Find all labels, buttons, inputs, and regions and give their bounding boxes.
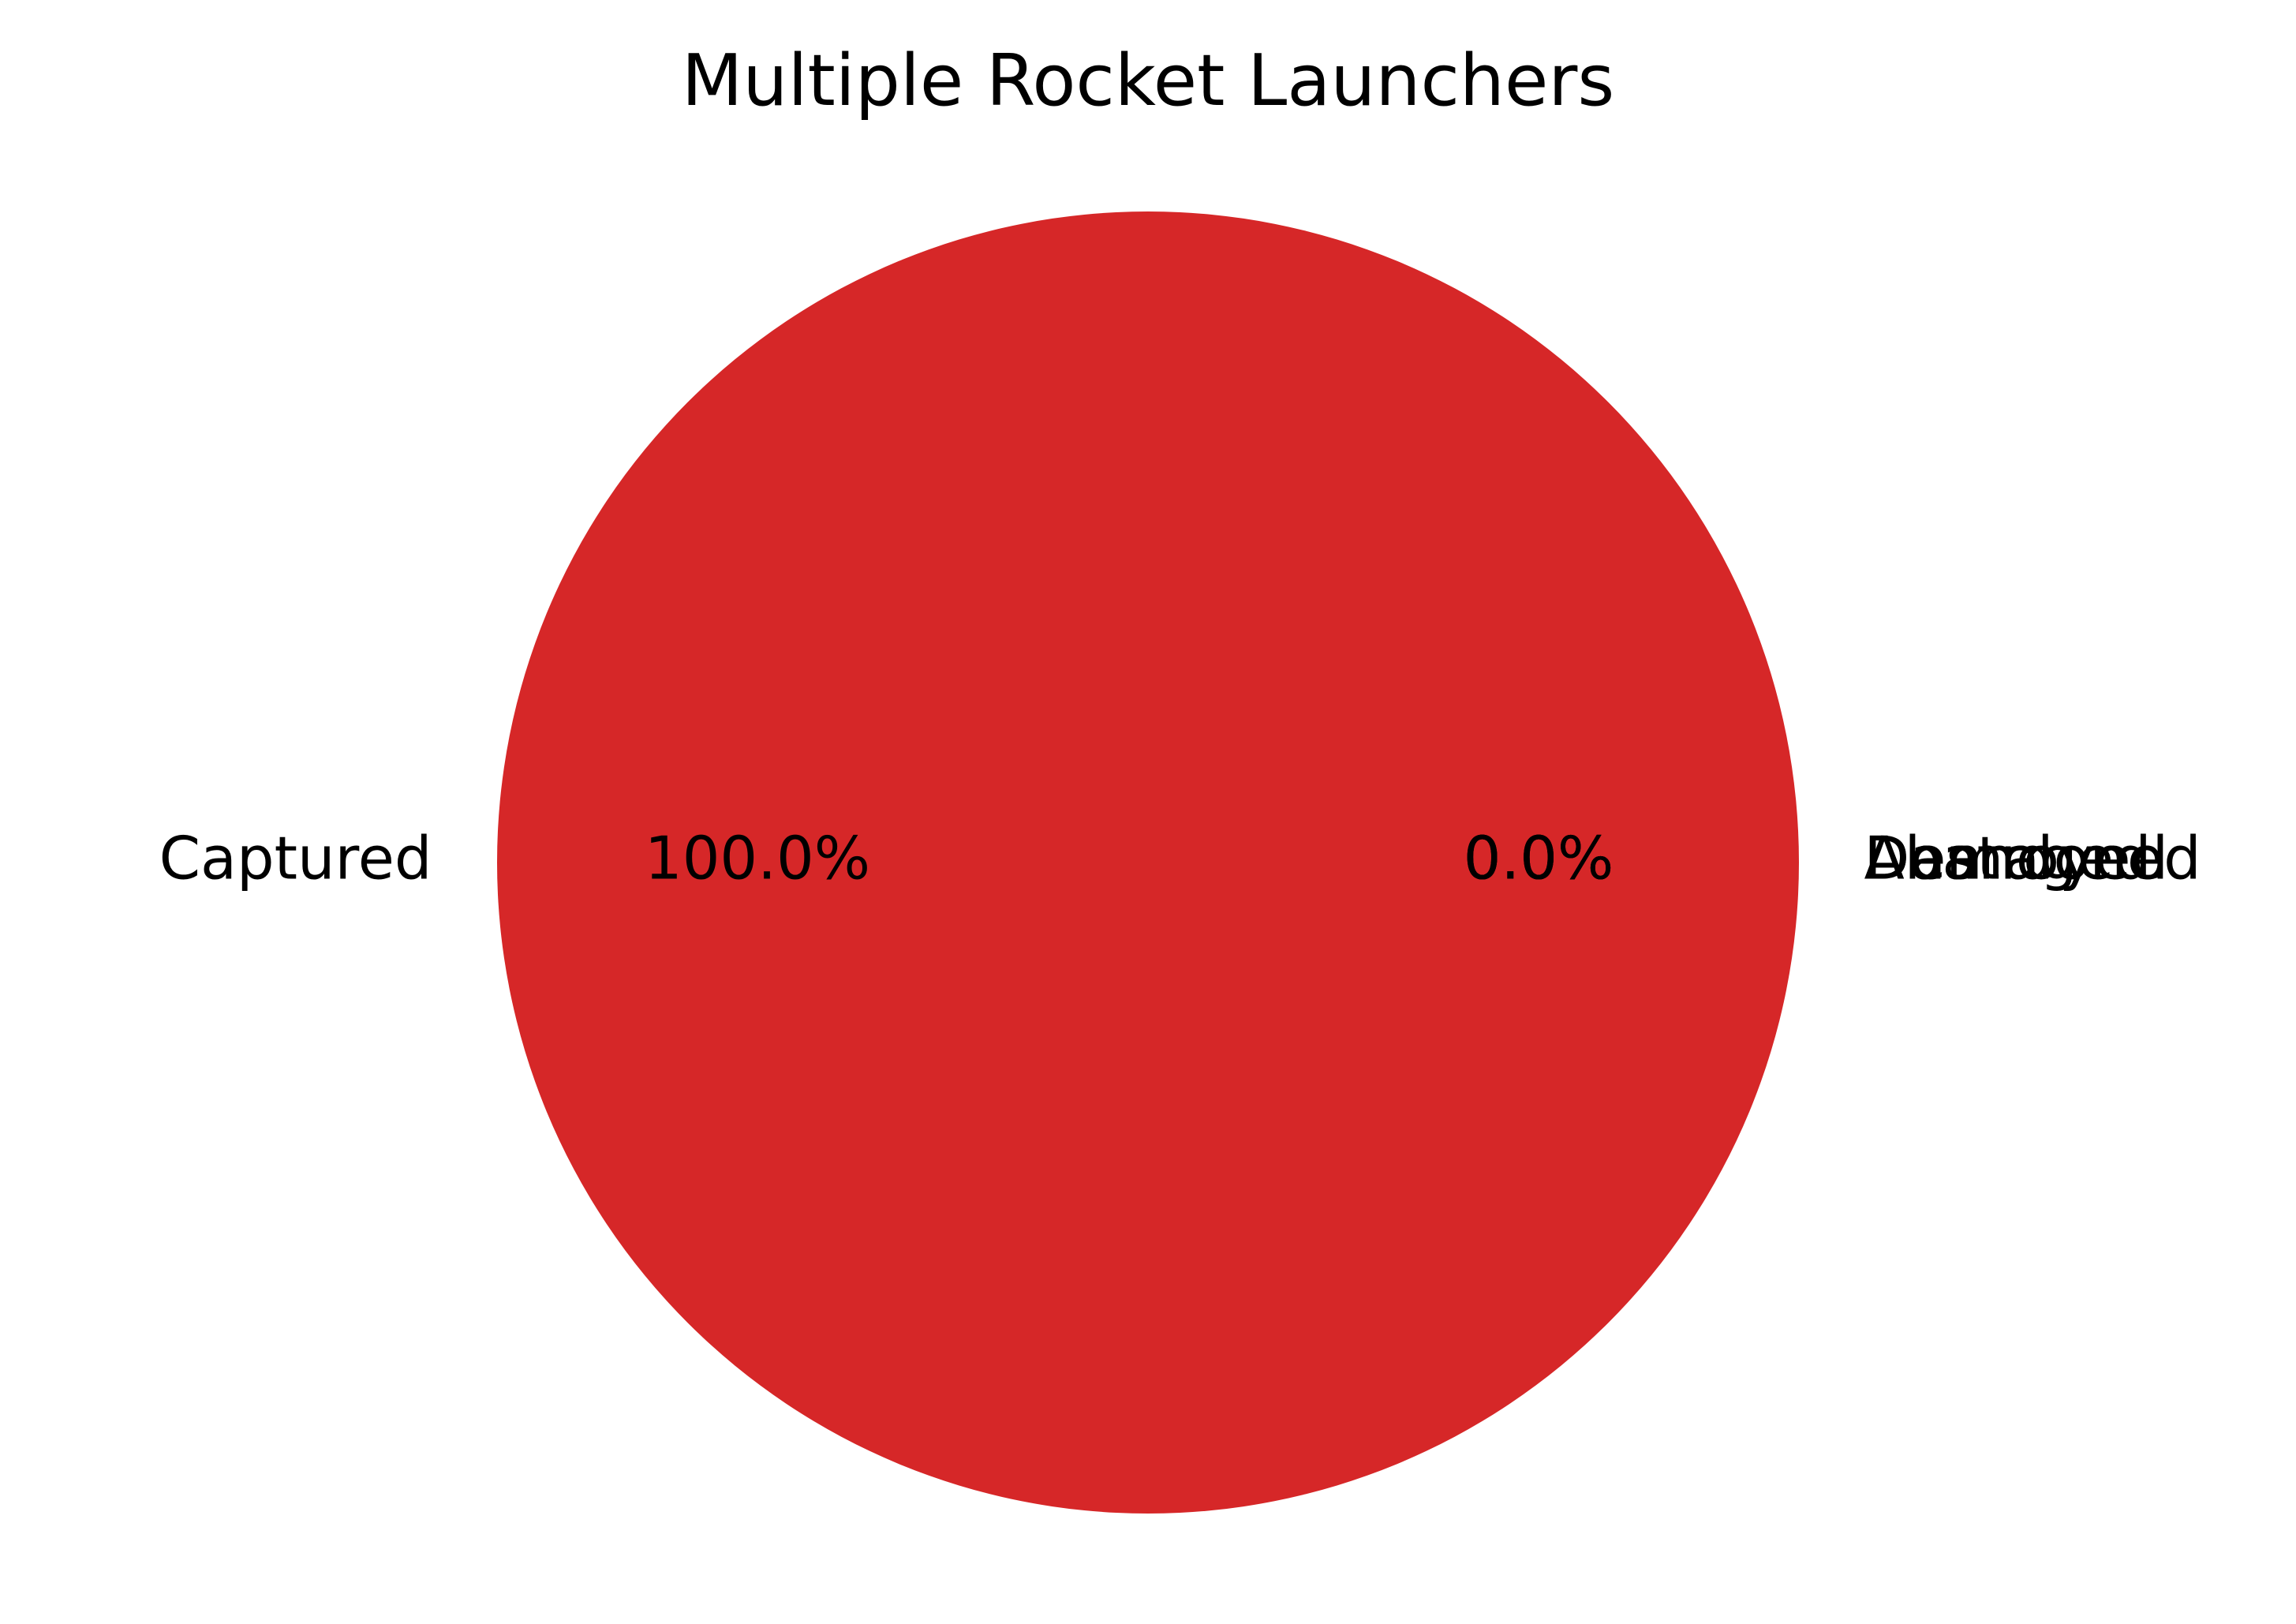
slice-label-damaged: Damaged — [1864, 824, 2152, 893]
slice-label-captured: Captured — [159, 824, 432, 893]
chart-title: Multiple Rocket Launchers — [682, 39, 1614, 122]
pie-percent-labels: 100.0% 0.0%0.0%0.0% — [645, 824, 1614, 893]
pie-slices — [497, 211, 1799, 1514]
slice-label-abandoned: Abandoned — [1864, 824, 2201, 893]
percent-label-damaged: 0.0% — [1464, 824, 1614, 893]
percent-label-abandoned: 0.0% — [1464, 824, 1614, 893]
percent-label-destroyed: 0.0% — [1464, 824, 1614, 893]
percent-label-captured: 100.0% — [645, 824, 870, 893]
slice-label-destroyed: Destroyed — [1864, 824, 2169, 893]
pie-slice-captured — [497, 211, 1799, 1514]
